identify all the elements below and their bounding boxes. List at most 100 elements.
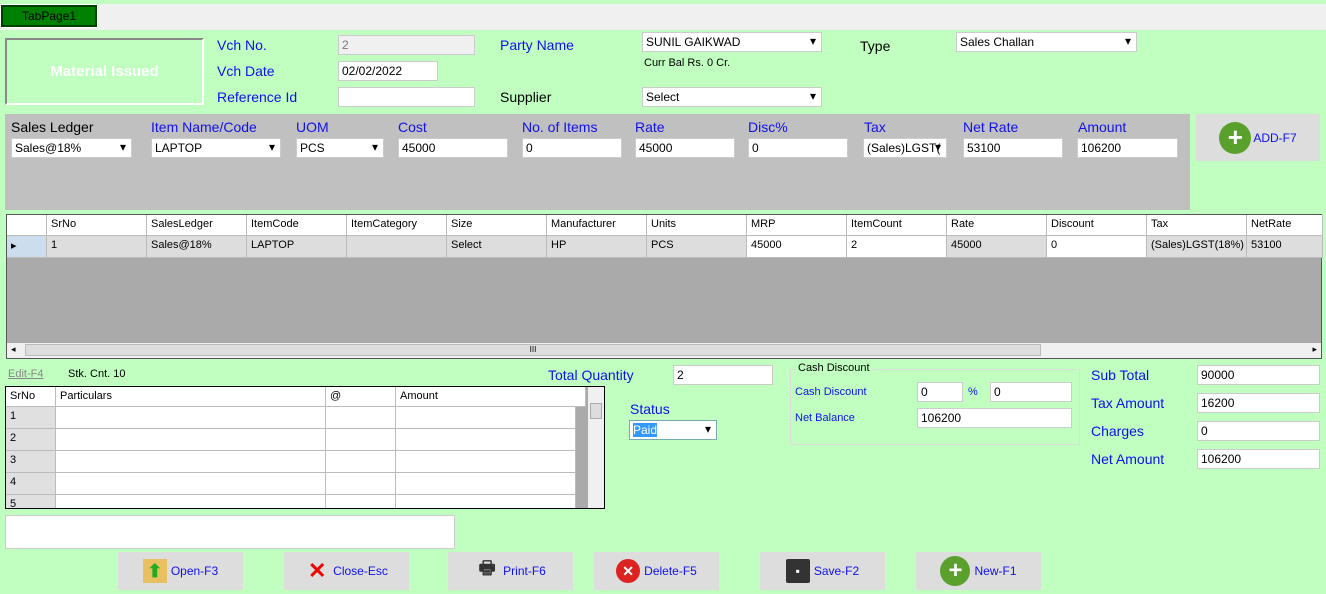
grid-cell[interactable]: Select bbox=[447, 236, 547, 258]
sub-total-label: Sub Total bbox=[1091, 367, 1150, 383]
tax-value: (Sales)LGST( bbox=[867, 141, 941, 155]
grid-cell[interactable]: (Sales)LGST(18%) bbox=[1147, 236, 1247, 258]
charges-cell[interactable] bbox=[396, 473, 576, 495]
status-select[interactable]: Paid bbox=[629, 420, 717, 440]
charges-cell[interactable] bbox=[326, 495, 396, 508]
column-header[interactable]: Tax bbox=[1147, 215, 1247, 236]
charges-cell[interactable] bbox=[396, 429, 576, 451]
scroll-thumb[interactable]: III bbox=[25, 344, 1041, 356]
grid-corner bbox=[7, 215, 47, 236]
supplier-label: Supplier bbox=[500, 89, 552, 105]
supplier-select[interactable]: Select bbox=[642, 87, 822, 107]
uom-select[interactable]: PCS bbox=[296, 138, 384, 158]
column-header[interactable]: ItemCategory bbox=[347, 215, 447, 236]
column-header[interactable]: ItemCount bbox=[847, 215, 947, 236]
narration-field[interactable] bbox=[5, 515, 455, 549]
column-header[interactable]: SrNo bbox=[47, 215, 147, 236]
column-header[interactable]: MRP bbox=[747, 215, 847, 236]
charges-cell[interactable] bbox=[326, 407, 396, 429]
column-header[interactable]: Manufacturer bbox=[547, 215, 647, 236]
disc-field[interactable]: 0 bbox=[748, 138, 848, 158]
scroll-thumb[interactable] bbox=[590, 403, 602, 419]
grid-cell[interactable]: 2 bbox=[847, 236, 947, 258]
grid-cell[interactable]: 45000 bbox=[947, 236, 1047, 258]
scroll-right-icon[interactable]: ▸ bbox=[1312, 344, 1317, 354]
item-name-select[interactable]: LAPTOP bbox=[151, 138, 281, 158]
net-amount-field[interactable]: 106200 bbox=[1197, 449, 1320, 469]
charges-cell[interactable] bbox=[56, 451, 326, 473]
charges-cell[interactable] bbox=[396, 407, 576, 429]
grid-cell[interactable]: 1 bbox=[47, 236, 147, 258]
grid-cell[interactable]: LAPTOP bbox=[247, 236, 347, 258]
status-value: Paid bbox=[633, 423, 658, 437]
sales-ledger-select[interactable]: Sales@18% bbox=[11, 138, 132, 158]
cash-discount-group-title: Cash Discount bbox=[796, 362, 872, 374]
grid-cell[interactable]: 0 bbox=[1047, 236, 1147, 258]
charges-column-header[interactable]: @ bbox=[326, 387, 396, 407]
column-header[interactable]: Rate bbox=[947, 215, 1047, 236]
charges-cell[interactable] bbox=[56, 473, 326, 495]
cost-field[interactable]: 45000 bbox=[398, 138, 508, 158]
sub-total-field[interactable]: 90000 bbox=[1197, 365, 1320, 385]
grid-cell[interactable]: 53100 bbox=[1247, 236, 1323, 258]
net-balance-field[interactable]: 106200 bbox=[917, 408, 1072, 428]
edit-link[interactable]: Edit-F4 bbox=[8, 368, 44, 380]
total-quantity-field[interactable]: 2 bbox=[673, 365, 773, 385]
print-button[interactable]: 🖶 Print-F6 bbox=[448, 552, 573, 590]
grid-cell[interactable] bbox=[347, 236, 447, 258]
cash-discount-percent-field[interactable]: 0 bbox=[917, 382, 963, 402]
open-button[interactable]: ⬆ Open-F3 bbox=[118, 552, 243, 590]
no-of-items-field[interactable]: 0 bbox=[522, 138, 622, 158]
amount-field[interactable]: 106200 bbox=[1077, 138, 1178, 158]
column-header[interactable]: Units bbox=[647, 215, 747, 236]
item-name-value: LAPTOP bbox=[155, 141, 203, 155]
charges-cell[interactable] bbox=[56, 407, 326, 429]
delete-icon: ✕ bbox=[616, 559, 641, 583]
grid-cell[interactable]: 45000 bbox=[747, 236, 847, 258]
reference-id-field[interactable] bbox=[338, 87, 475, 107]
charges-cell[interactable] bbox=[396, 495, 576, 508]
net-rate-field[interactable]: 53100 bbox=[963, 138, 1063, 158]
grid-cell[interactable]: HP bbox=[547, 236, 647, 258]
charges-cell[interactable] bbox=[326, 473, 396, 495]
grid-cell[interactable]: PCS bbox=[647, 236, 747, 258]
close-button[interactable]: ✕ Close-Esc bbox=[284, 552, 409, 590]
amount-label: Amount bbox=[1078, 119, 1127, 135]
charges-field[interactable]: 0 bbox=[1197, 421, 1320, 441]
column-header[interactable]: Size bbox=[447, 215, 547, 236]
supplier-value: Select bbox=[646, 90, 680, 104]
new-button[interactable]: + New-F1 bbox=[916, 552, 1041, 590]
vertical-scrollbar[interactable] bbox=[588, 387, 604, 508]
cash-discount-amount-field[interactable]: 0 bbox=[990, 382, 1072, 402]
grid-cell[interactable]: Sales@18% bbox=[147, 236, 247, 258]
charges-column-header[interactable]: SrNo bbox=[6, 387, 56, 407]
add-button[interactable]: + ADD-F7 bbox=[1196, 114, 1320, 161]
delete-button[interactable]: ✕ Delete-F5 bbox=[594, 552, 719, 590]
tab-tabpage1[interactable]: TabPage1 bbox=[0, 4, 98, 28]
charges-cell[interactable] bbox=[56, 495, 326, 508]
charges-cell[interactable] bbox=[56, 429, 326, 451]
row-selector[interactable]: ▸ bbox=[7, 236, 47, 258]
charges-column-header[interactable]: Particulars bbox=[56, 387, 326, 407]
type-select[interactable]: Sales Challan bbox=[956, 32, 1137, 52]
column-header[interactable]: Discount bbox=[1047, 215, 1147, 236]
vch-date-field[interactable]: 02/02/2022 bbox=[338, 61, 438, 81]
column-header[interactable]: NetRate bbox=[1247, 215, 1323, 236]
charges-column-header[interactable]: Amount bbox=[396, 387, 586, 407]
party-name-select[interactable]: SUNIL GAIKWAD bbox=[642, 32, 822, 52]
charges-cell[interactable] bbox=[326, 429, 396, 451]
uom-value: PCS bbox=[300, 141, 325, 155]
scroll-left-icon[interactable]: ◂ bbox=[11, 344, 16, 354]
charges-grid: SrNo Particulars @ Amount 1 2 3 4 5 bbox=[5, 386, 605, 509]
vch-no-field[interactable]: 2 bbox=[338, 35, 475, 55]
horizontal-scrollbar[interactable]: ◂ III ▸ bbox=[7, 343, 1321, 358]
charges-cell[interactable] bbox=[326, 451, 396, 473]
tab-strip bbox=[0, 4, 1326, 30]
column-header[interactable]: SalesLedger bbox=[147, 215, 247, 236]
charges-cell[interactable] bbox=[396, 451, 576, 473]
rate-field[interactable]: 45000 bbox=[635, 138, 735, 158]
save-button[interactable]: ▪ Save-F2 bbox=[760, 552, 885, 590]
tax-amount-field[interactable]: 16200 bbox=[1197, 393, 1320, 413]
tax-select[interactable]: (Sales)LGST( bbox=[863, 138, 947, 158]
column-header[interactable]: ItemCode bbox=[247, 215, 347, 236]
